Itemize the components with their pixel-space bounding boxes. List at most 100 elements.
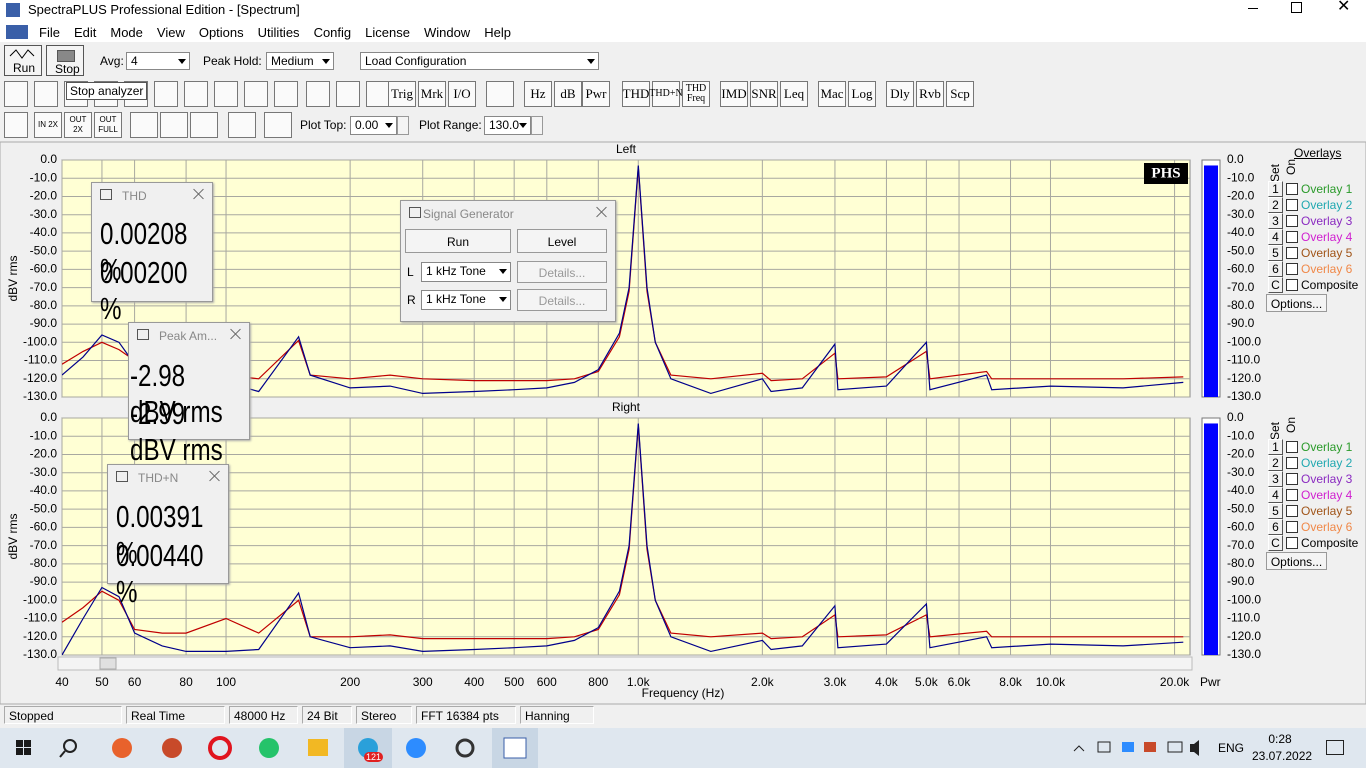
overlay-key[interactable]: 2 <box>1268 197 1283 213</box>
menu-item[interactable]: License <box>365 25 410 40</box>
thdn-window[interactable]: THD+N 0.00391 % 0.00440 % <box>107 464 229 609</box>
toolbar-button[interactable]: THD <box>622 81 650 107</box>
close[interactable] <box>194 189 204 199</box>
menu-item[interactable]: View <box>156 25 185 40</box>
toolbar-button[interactable]: SNR <box>750 81 778 107</box>
tool-icon[interactable] <box>130 112 158 138</box>
clock-date[interactable]: 23.07.2022 <box>1252 749 1313 763</box>
overlay-checkbox[interactable] <box>1286 473 1298 485</box>
minimize[interactable] <box>1248 8 1258 9</box>
channel-source[interactable]: 1 kHz Tone <box>421 262 511 282</box>
options-button[interactable]: Options... <box>1266 552 1327 570</box>
toolbar-button[interactable]: Dly <box>886 81 914 107</box>
overlay-key[interactable]: 3 <box>1268 471 1283 487</box>
overlay-checkbox[interactable] <box>1286 183 1298 195</box>
overlay-checkbox[interactable] <box>1286 199 1298 211</box>
tool-icon[interactable] <box>264 112 292 138</box>
overlay-key[interactable]: C <box>1268 535 1283 551</box>
tool-icon[interactable] <box>244 81 268 107</box>
overlay-checkbox[interactable] <box>1286 537 1298 549</box>
toolbar-button[interactable]: I/O <box>448 81 476 107</box>
overlay-key[interactable]: 4 <box>1268 229 1283 245</box>
scrollbar[interactable] <box>57 656 1193 671</box>
overlay-key[interactable]: 1 <box>1268 181 1283 197</box>
overlay-checkbox[interactable] <box>1286 263 1298 275</box>
tool-icon[interactable] <box>366 81 390 107</box>
menu-item[interactable]: Mode <box>110 25 143 40</box>
plot-range-input[interactable]: 130.0 <box>484 116 531 135</box>
overlay-checkbox[interactable] <box>1286 457 1298 469</box>
clock-time[interactable]: 0:28 <box>1268 732 1292 746</box>
configuration-select[interactable]: Load Configuration <box>360 52 599 70</box>
menu-item[interactable]: Edit <box>73 25 97 40</box>
overlay-checkbox[interactable] <box>1286 489 1298 501</box>
avg-select[interactable]: 4 <box>126 52 190 70</box>
menu-item[interactable]: File <box>39 25 60 40</box>
close[interactable]: ✕ <box>1337 0 1351 15</box>
close[interactable] <box>231 329 241 339</box>
plot-range-spinner[interactable] <box>531 116 543 135</box>
toolbar-button[interactable]: IMD <box>720 81 748 107</box>
tool-icon[interactable] <box>34 81 58 107</box>
overlay-checkbox[interactable] <box>1286 231 1298 243</box>
toolbar-button[interactable]: Mac <box>818 81 846 107</box>
tool-icon[interactable] <box>4 81 28 107</box>
toolbar-button[interactable]: Leq <box>780 81 808 107</box>
toolbar-button[interactable]: Scp <box>946 81 974 107</box>
menu-item[interactable]: Help <box>484 25 511 40</box>
overlay-checkbox[interactable] <box>1286 521 1298 533</box>
peak-hold-select[interactable]: Medium <box>266 52 334 70</box>
close[interactable] <box>210 471 220 481</box>
overlay-checkbox[interactable] <box>1286 247 1298 259</box>
run-button[interactable]: Run <box>4 45 42 76</box>
toolbar-button[interactable]: Rvb <box>916 81 944 107</box>
generator-level[interactable]: Level <box>517 229 607 253</box>
maximize[interactable] <box>1291 2 1302 13</box>
options-button[interactable]: Options... <box>1266 294 1327 312</box>
toolbar-button[interactable]: THD+N <box>649 81 683 107</box>
overlay-checkbox[interactable] <box>1286 505 1298 517</box>
signal-generator-window[interactable]: Signal Generator Run Level L 1 kHz Tone … <box>400 200 616 322</box>
toolbar-button[interactable]: Mrk <box>418 81 446 107</box>
tool-icon[interactable] <box>154 81 178 107</box>
close[interactable] <box>597 207 607 217</box>
thd-window[interactable]: THD 0.00208 % 0.00200 % <box>91 182 213 326</box>
zoom-button[interactable]: OUT 2X <box>64 112 92 138</box>
menu-item[interactable]: Utilities <box>257 25 300 40</box>
overlay-key[interactable]: 6 <box>1268 261 1283 277</box>
scroll-thumb[interactable] <box>99 657 117 670</box>
tool-icon[interactable] <box>274 81 298 107</box>
overlay-key[interactable]: 5 <box>1268 245 1283 261</box>
menu-item[interactable]: Window <box>423 25 471 40</box>
toolbar-button[interactable]: Hz <box>524 81 552 107</box>
toolbar-button[interactable]: Trig <box>388 81 416 107</box>
stop-button[interactable]: Stop <box>46 45 84 76</box>
overlay-key[interactable]: 2 <box>1268 455 1283 471</box>
zoom-button[interactable]: OUT FULL <box>94 112 122 138</box>
tool-icon[interactable] <box>306 81 330 107</box>
toolbar-button[interactable]: dB <box>554 81 582 107</box>
plot-top-input[interactable]: 0.00 <box>350 116 397 135</box>
overlay-key[interactable]: 3 <box>1268 213 1283 229</box>
generator-run[interactable]: Run <box>405 229 511 253</box>
zoom-icon[interactable] <box>4 112 28 138</box>
overlay-key[interactable]: C <box>1268 277 1283 293</box>
overlay-key[interactable]: 1 <box>1268 439 1283 455</box>
tool-icon[interactable] <box>228 112 256 138</box>
overlay-key[interactable]: 4 <box>1268 487 1283 503</box>
overlay-key[interactable]: 6 <box>1268 519 1283 535</box>
language[interactable]: ENG <box>1218 741 1245 755</box>
tool-icon[interactable] <box>160 112 188 138</box>
tool-icon[interactable] <box>336 81 360 107</box>
notifications[interactable] <box>1326 740 1344 755</box>
peak-window[interactable]: Peak Am... -2.98 dBV rms -2.99 dBV rms <box>128 322 250 467</box>
tool-icon[interactable] <box>486 81 514 107</box>
overlay-key[interactable]: 5 <box>1268 503 1283 519</box>
toolbar-button[interactable]: Pwr <box>582 81 610 107</box>
toolbar-button[interactable]: Log <box>848 81 876 107</box>
tool-icon[interactable] <box>190 112 218 138</box>
overlay-checkbox[interactable] <box>1286 279 1298 291</box>
toolbar-button[interactable]: THD Freq <box>682 81 710 107</box>
overlay-checkbox[interactable] <box>1286 215 1298 227</box>
plot-top-spinner[interactable] <box>397 116 409 135</box>
